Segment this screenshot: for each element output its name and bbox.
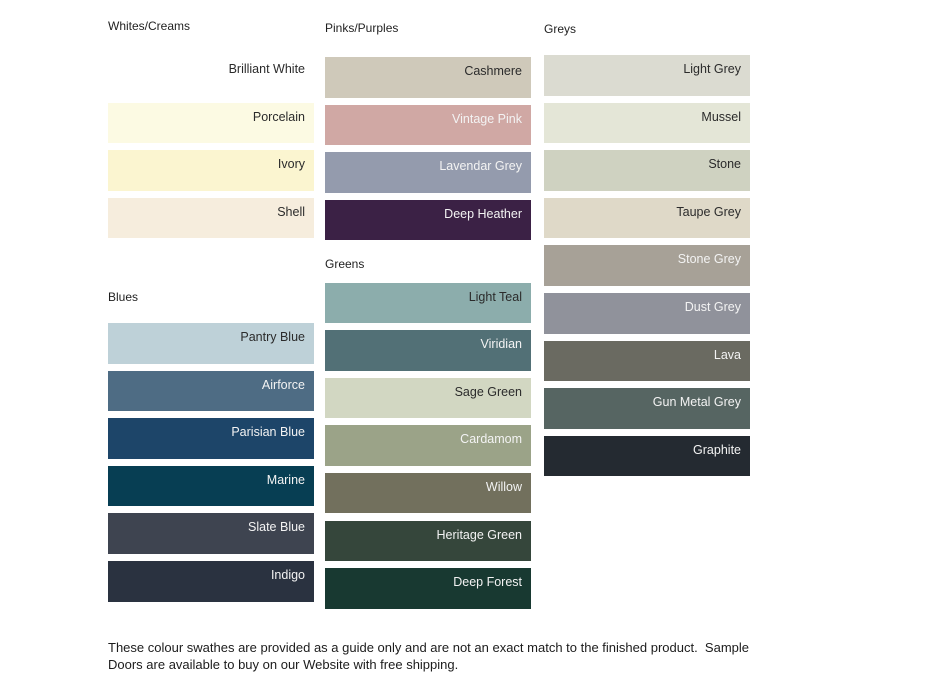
swatch-deep-forest: Deep Forest: [325, 568, 531, 609]
swatch-indigo: Indigo: [108, 561, 314, 602]
swatch-label: Cardamom: [460, 432, 522, 447]
section-title-blues: Blues: [108, 290, 139, 304]
swatch-label: Light Teal: [468, 289, 522, 304]
disclaimer-text: These colour swathes are provided as a g…: [108, 640, 888, 674]
swatch-label: Parisian Blue: [231, 425, 305, 440]
swatch-label: Taupe Grey: [676, 204, 741, 219]
swatch-label: Graphite: [693, 442, 741, 457]
swatch-label: Mussel: [701, 109, 741, 124]
swatch-lavendar-grey: Lavendar Grey: [325, 152, 531, 193]
swatch-label: Shell: [277, 204, 305, 219]
swatch-label: Porcelain: [252, 109, 305, 124]
swatch-pantry-blue: Pantry Blue: [108, 323, 314, 364]
swatch-label: Willow: [485, 479, 522, 494]
swatch-label: Deep Forest: [453, 575, 522, 590]
swatch-airforce: Airforce: [108, 370, 314, 412]
swatch-slate-blue: Slate Blue: [108, 513, 314, 554]
swatch-cardamom: Cardamom: [325, 425, 531, 466]
swatch-label: Brilliant White: [228, 62, 305, 76]
swatch-willow: Willow: [325, 472, 531, 514]
swatch-sage-green: Sage Green: [325, 377, 531, 419]
swatch-label: Cashmere: [464, 64, 522, 78]
swatch-brilliant-white: Brilliant White: [108, 55, 314, 96]
swatch-light-grey: Light Grey: [544, 55, 750, 96]
swatch-label: Slate Blue: [248, 520, 305, 535]
swatch-label: Dust Grey: [684, 300, 741, 314]
section-title-greens: Greens: [325, 257, 365, 271]
swatch-label: Heritage Green: [436, 527, 522, 542]
section-title-whites-creams: Whites/Creams: [108, 19, 191, 33]
swatch-graphite: Graphite: [544, 435, 750, 477]
swatch-label: Ivory: [277, 157, 305, 172]
swatch-label: Deep Heather: [444, 206, 522, 221]
swatch-deep-heather: Deep Heather: [325, 199, 531, 241]
swatch-label: Airforce: [261, 377, 305, 392]
swatch-ivory: Ivory: [108, 150, 314, 191]
swatch-label: Marine: [266, 472, 305, 487]
swatch-parisian-blue: Parisian Blue: [108, 418, 314, 459]
swatch-taupe-grey: Taupe Grey: [544, 197, 750, 239]
swatch-mussel: Mussel: [544, 102, 750, 144]
swatch-label: Indigo: [270, 568, 305, 582]
swatch-gun-metal-grey: Gun Metal Grey: [544, 388, 750, 429]
swatch-dust-grey: Dust Grey: [544, 293, 750, 334]
swatch-label: Stone Grey: [677, 252, 741, 267]
swatch-stone-grey: Stone Grey: [544, 245, 750, 286]
swatch-marine: Marine: [108, 465, 314, 507]
swatch-lava: Lava: [544, 340, 750, 382]
swatch-porcelain: Porcelain: [108, 102, 314, 144]
swatch-label: Viridian: [480, 337, 522, 352]
swatch-stone: Stone: [544, 150, 750, 191]
swatch-shell: Shell: [108, 197, 314, 239]
swatch-label: Stone: [708, 157, 741, 172]
disclaimer-line-2: Doors are available to buy on our Websit…: [108, 656, 459, 672]
swatch-label: Sage Green: [454, 384, 522, 399]
swatch-vintage-pink: Vintage Pink: [325, 104, 531, 146]
swatch-label: Lava: [713, 347, 741, 362]
swatch-viridian: Viridian: [325, 330, 531, 371]
swatch-cashmere: Cashmere: [325, 57, 531, 98]
swatch-label: Light Grey: [683, 62, 741, 76]
swatch-heritage-green: Heritage Green: [325, 520, 531, 561]
section-title-pinks-purples: Pinks/Purples: [325, 21, 399, 35]
swatch-label: Lavendar Grey: [439, 159, 522, 174]
swatch-label: Gun Metal Grey: [652, 395, 741, 410]
swatch-label: Pantry Blue: [240, 330, 305, 344]
disclaimer-line-1: These colour swathes are provided as a g…: [108, 640, 749, 655]
swatch-light-teal: Light Teal: [325, 282, 531, 323]
section-title-greys: Greys: [544, 22, 577, 36]
swatch-label: Vintage Pink: [452, 111, 522, 126]
